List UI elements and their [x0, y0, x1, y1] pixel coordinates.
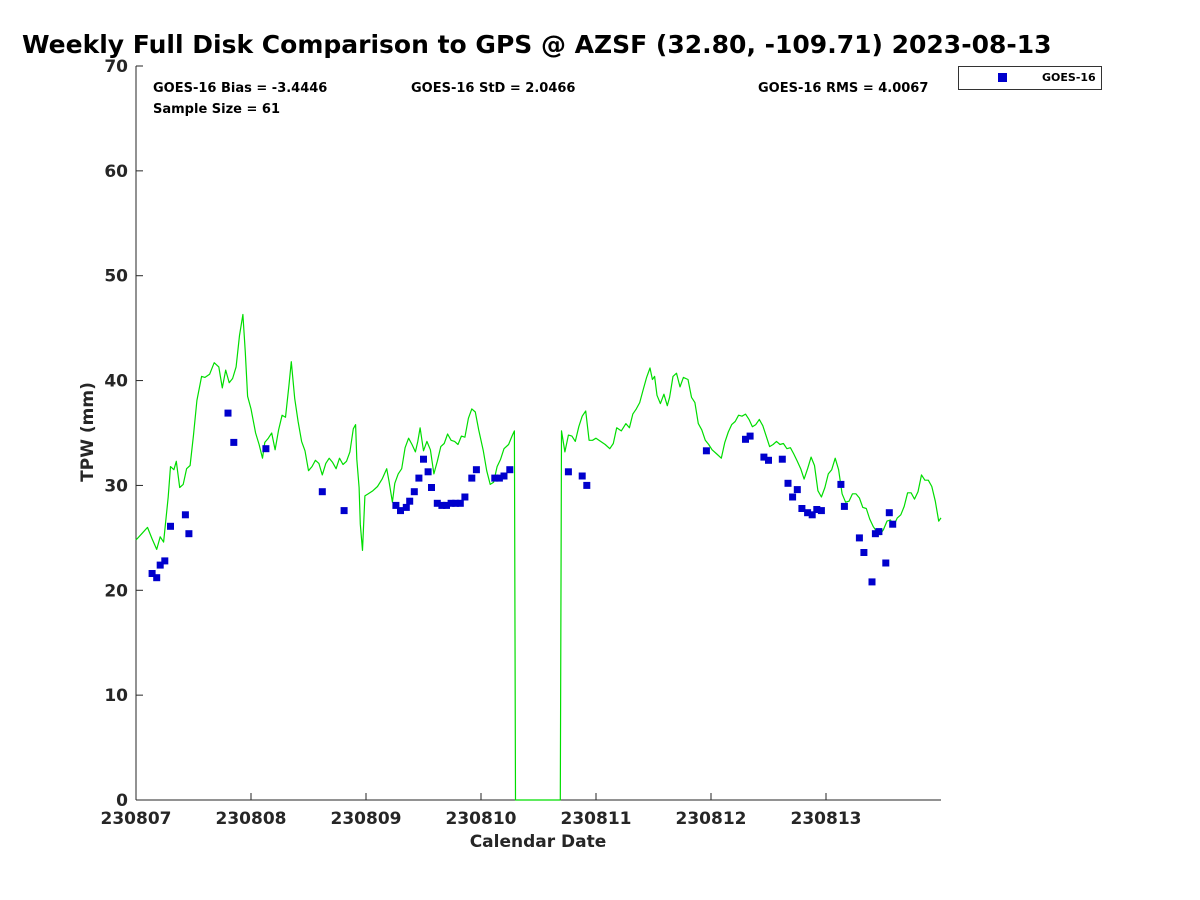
goes16-point: [447, 499, 455, 507]
sample-size-annotation: Sample Size = 61: [153, 102, 280, 117]
goes16-point: [402, 503, 410, 511]
legend-box: [958, 66, 1102, 90]
goes16-point: [340, 507, 348, 515]
goes16-point: [875, 528, 883, 536]
x-tick-label: 230809: [331, 809, 402, 829]
y-tick-label: 60: [104, 162, 128, 182]
goes16-point: [840, 502, 848, 510]
goes16-point: [153, 574, 161, 582]
goes16-point: [500, 472, 508, 480]
goes16-point: [461, 493, 469, 501]
goes16-point: [765, 456, 772, 464]
x-tick-label: 230810: [446, 809, 517, 829]
goes16-point: [583, 481, 591, 489]
goes16-point: [161, 557, 169, 565]
goes16-point: [415, 474, 423, 482]
goes16-point: [564, 468, 572, 476]
rms-annotation: GOES-16 RMS = 4.0067: [758, 81, 928, 96]
legend: GOES-16: [958, 66, 1102, 90]
gps-line-path: [135, 313, 942, 801]
goes16-point: [882, 559, 890, 567]
goes16-point: [410, 488, 418, 496]
goes16-point: [156, 561, 164, 569]
std-annotation: GOES-16 StD = 2.0466: [411, 81, 575, 96]
goes16-point: [817, 507, 825, 515]
goes16-point: [230, 438, 238, 446]
goes16-point: [433, 499, 441, 507]
goes16-point: [855, 534, 863, 542]
goes16-point: [868, 578, 876, 586]
goes16-point: [495, 474, 503, 482]
goes16-point: [793, 486, 801, 494]
x-tick-label: 230808: [216, 809, 287, 829]
x-tick-label: 230812: [676, 809, 747, 829]
goes16-point: [181, 511, 189, 519]
gps-line-series: [135, 313, 942, 801]
goes16-point: [491, 474, 499, 482]
goes16-point: [778, 455, 786, 463]
y-tick-label: 50: [104, 267, 128, 287]
goes16-point: [506, 466, 514, 474]
x-axis-title: Calendar Date: [470, 832, 607, 852]
goes16-point: [438, 501, 446, 509]
goes16-point: [885, 509, 893, 517]
goes16-point: [456, 499, 464, 507]
y-tick-label: 10: [104, 686, 128, 706]
y-tick-label: 30: [104, 476, 128, 496]
y-tick-label: 70: [104, 57, 128, 77]
goes16-point: [185, 530, 193, 538]
goes16-point: [798, 505, 806, 512]
y-axis-title: TPW (mm): [78, 382, 98, 482]
goes16-point: [813, 506, 821, 513]
bias-annotation: GOES-16 Bias = -3.4446: [153, 81, 327, 96]
goes16-point: [406, 497, 414, 505]
goes16-point: [443, 501, 450, 509]
goes16-point: [452, 499, 460, 507]
goes16-point: [742, 435, 749, 443]
goes16-point: [789, 493, 797, 501]
x-tick-label: 230813: [791, 809, 862, 829]
goes16-point: [760, 453, 768, 461]
goes16-point: [167, 522, 174, 530]
x-tick-label: 230807: [101, 809, 172, 829]
goes16-point: [808, 511, 816, 519]
goes16-point: [889, 520, 897, 528]
goes16-point: [804, 509, 812, 517]
goes16-scatter-series: [148, 409, 897, 586]
tick-labels: 0 10 20 30 40 50 60 70 230807 230808 230809 230810 2…: [101, 57, 862, 829]
goes16-point: [472, 466, 480, 474]
goes16-point: [392, 501, 400, 509]
goes16-point: [837, 480, 845, 488]
axes: [135, 65, 941, 801]
x-tick-label: 230811: [561, 809, 632, 829]
y-tick-label: 0: [116, 791, 128, 811]
chart-title: Weekly Full Disk Comparison to GPS @ AZS…: [22, 30, 1052, 59]
legend-label-goes16: GOES-16: [1042, 71, 1096, 84]
goes16-point: [262, 445, 270, 453]
goes16-point: [860, 549, 868, 556]
goes16-point: [397, 507, 404, 515]
goes16-point: [148, 570, 156, 577]
goes16-point: [746, 432, 754, 440]
goes16-point: [702, 447, 710, 455]
goes16-point: [578, 472, 586, 480]
goes16-point: [424, 468, 432, 476]
goes16-point: [784, 479, 792, 487]
goes16-point: [428, 484, 435, 491]
goes16-point: [318, 488, 326, 496]
y-tick-label: 40: [104, 372, 128, 392]
goes16-point: [420, 455, 427, 463]
goes16-point: [468, 474, 476, 482]
y-tick-label: 20: [104, 581, 128, 601]
goes16-point: [224, 409, 232, 417]
legend-marker-goes16: [998, 73, 1007, 82]
